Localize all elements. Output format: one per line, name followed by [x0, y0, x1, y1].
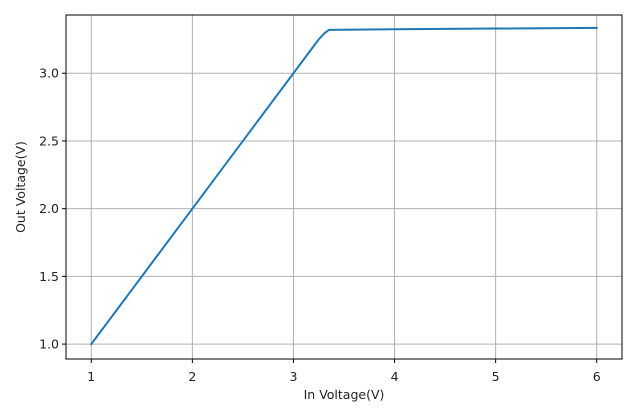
x-tick-label: 6: [593, 369, 601, 384]
y-tick-label: 1.5: [39, 269, 59, 284]
tick-layer: 1 2 3 4 5 6 1.0 1.5 2.0 2.5 3.0: [39, 66, 601, 384]
x-tick-label: 4: [391, 369, 399, 384]
grid-layer: [66, 15, 622, 359]
series-layer: [89, 26, 598, 346]
x-axis-label: In Voltage(V): [304, 387, 385, 402]
axes-frame: [65, 14, 623, 360]
y-tick-label: 2.0: [39, 201, 59, 216]
y-tick-label: 2.5: [39, 133, 59, 148]
x-tick-label: 2: [188, 369, 196, 384]
series-line: [89, 26, 598, 346]
y-tick-label: 3.0: [39, 66, 59, 81]
y-tick-label: 1.0: [39, 337, 59, 352]
x-tick-label: 1: [87, 369, 95, 384]
x-tick-label: 3: [289, 369, 297, 384]
x-tick-label: 5: [492, 369, 500, 384]
y-axis-label: Out Voltage(V): [13, 141, 28, 233]
